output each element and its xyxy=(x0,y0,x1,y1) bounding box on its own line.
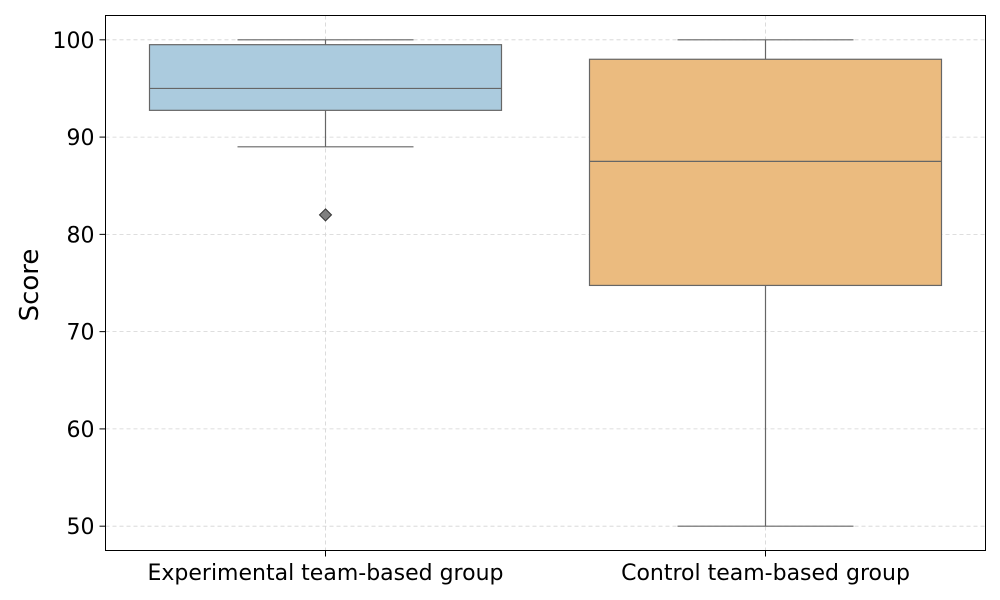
box-group xyxy=(148,39,503,222)
iqr-box xyxy=(148,44,503,111)
y-tick-label: 50 xyxy=(67,515,95,540)
x-tick-label: Control team-based group xyxy=(621,561,910,586)
box-group xyxy=(588,39,943,527)
y-axis-label: Score xyxy=(15,249,45,322)
plot-area-frame xyxy=(105,15,986,551)
box-layer xyxy=(148,39,943,527)
outlier-point xyxy=(318,208,333,222)
iqr-box xyxy=(588,58,943,287)
y-axis: 50 60 70 80 90 100 xyxy=(53,29,106,540)
x-tick-label: Experimental team-based group xyxy=(147,561,503,586)
x-axis: Experimental team-based group Control tea… xyxy=(147,550,910,586)
y-tick-label: 90 xyxy=(67,126,95,151)
y-tick-label: 70 xyxy=(67,321,95,346)
y-tick-label: 80 xyxy=(67,223,95,248)
y-tick-label: 100 xyxy=(53,29,95,54)
y-tick-label: 60 xyxy=(67,418,95,443)
